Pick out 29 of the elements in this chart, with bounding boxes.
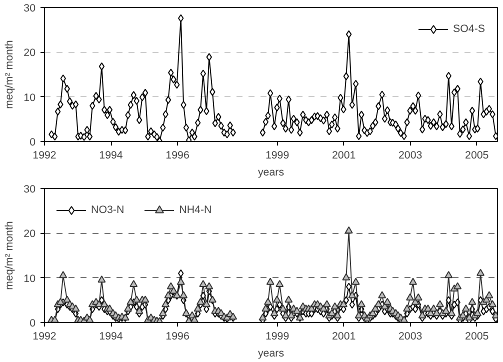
y-tick-label: 10	[24, 92, 36, 104]
y-tick-label: 10	[24, 272, 36, 285]
x-tick-label: 2005	[465, 150, 489, 162]
y-tick-label: 20	[24, 47, 36, 60]
x-tick-label: 1996	[166, 330, 190, 342]
x-tick-label: 1994	[99, 150, 123, 162]
x-tick-label: 1999	[265, 150, 290, 162]
x-axis-title: years	[258, 166, 284, 178]
y-tick-label: 0	[30, 136, 36, 148]
x-tick-label: 2003	[398, 330, 422, 342]
x-tick-label: 2001	[332, 150, 356, 162]
legend-label: SO4-S	[453, 23, 485, 35]
x-axis-title: years	[258, 348, 284, 360]
y-tick-label: 20	[24, 228, 36, 240]
legend-label: NH4-N	[179, 204, 212, 216]
y-axis-title: meq/m² month	[4, 221, 16, 290]
x-tick-label: 2001	[332, 330, 356, 342]
y-tick-label: 30	[24, 2, 36, 14]
x-tick-label: 2005	[465, 330, 489, 342]
legend-label: NO3-N	[91, 204, 124, 216]
x-tick-label: 1992	[32, 150, 56, 162]
y-tick-label: 30	[24, 184, 36, 196]
x-tick-label: 1994	[99, 330, 123, 342]
x-tick-label: 1996	[166, 150, 190, 162]
y-tick-label: 0	[30, 318, 36, 330]
x-tick-label: 2003	[398, 150, 422, 162]
x-tick-label: 1992	[32, 330, 56, 342]
x-tick-label: 1999	[265, 330, 290, 342]
y-axis-title: meq/m² month	[4, 40, 16, 109]
